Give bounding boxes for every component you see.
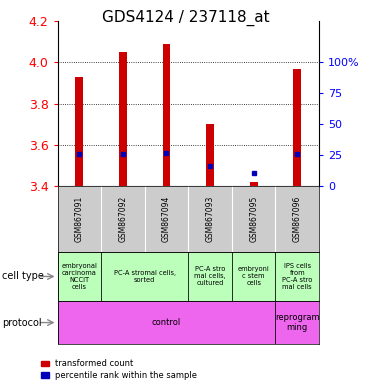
Bar [101, 252, 188, 301]
Text: protocol: protocol [2, 318, 42, 328]
Bar [119, 52, 127, 186]
Bar [75, 77, 83, 186]
Text: GSM867095: GSM867095 [249, 196, 258, 242]
Text: reprogram
ming: reprogram ming [275, 313, 319, 332]
Text: PC-A stromal cells,
sorted: PC-A stromal cells, sorted [114, 270, 176, 283]
Bar [188, 252, 232, 301]
Text: GSM867093: GSM867093 [206, 196, 214, 242]
Text: cell type: cell type [2, 271, 44, 281]
Text: embryonal
carcinoma
NCCIT
cells: embryonal carcinoma NCCIT cells [61, 263, 97, 290]
Text: PC-A stro
mal cells,
cultured: PC-A stro mal cells, cultured [194, 266, 226, 286]
Text: embryoni
c stem
cells: embryoni c stem cells [238, 266, 270, 286]
Bar [162, 44, 170, 186]
Legend: transformed count, percentile rank within the sample: transformed count, percentile rank withi… [41, 359, 197, 380]
Bar [276, 252, 319, 301]
Text: GSM867094: GSM867094 [162, 196, 171, 242]
Bar [58, 252, 101, 301]
Text: GSM867091: GSM867091 [75, 196, 84, 242]
Bar [232, 252, 275, 301]
Text: IPS cells
from
PC-A stro
mal cells: IPS cells from PC-A stro mal cells [282, 263, 312, 290]
Bar [250, 182, 257, 186]
Bar [276, 301, 319, 344]
Bar [206, 124, 214, 186]
Text: GSM867096: GSM867096 [293, 196, 302, 242]
Text: GDS4124 / 237118_at: GDS4124 / 237118_at [102, 10, 269, 26]
Text: GSM867092: GSM867092 [118, 196, 127, 242]
Text: control: control [152, 318, 181, 327]
Bar [58, 301, 276, 344]
Bar [293, 69, 301, 186]
